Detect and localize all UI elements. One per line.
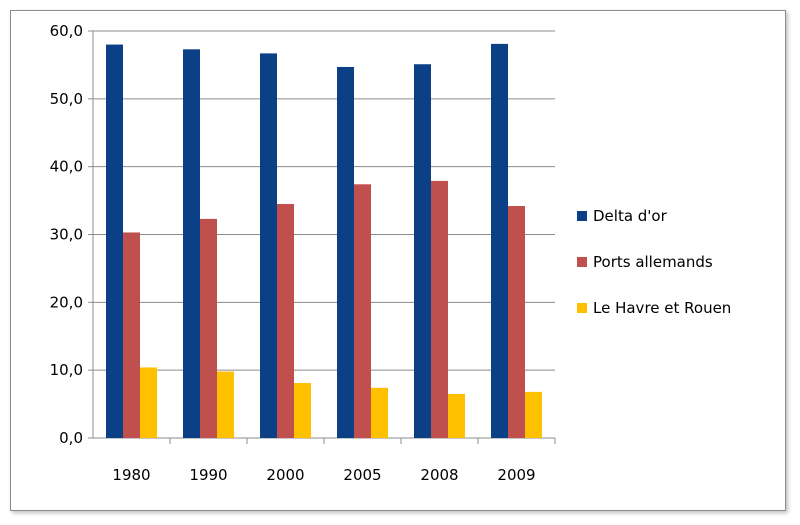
legend-label: Delta d'or [593,207,668,225]
x-tick-label: 1990 [189,466,227,484]
bar [123,232,140,438]
x-tick-label: 1980 [112,466,150,484]
legend-swatch [577,303,587,313]
y-tick-label: 30,0 [50,226,83,244]
bar [431,180,448,438]
bar [491,43,508,438]
bar [354,184,371,438]
legend: Delta d'or Ports allemands Le Havre et Rou… [577,207,731,317]
bar [525,391,542,438]
gridlines [93,30,555,371]
x-tick-label: 2005 [343,466,381,484]
axes [88,30,556,444]
legend-label: Le Havre et Rouen [593,299,731,317]
bar [106,44,123,439]
y-tick-label: 60,0 [50,22,83,40]
bar [414,64,431,438]
bar [294,383,311,438]
bars [106,43,542,439]
x-tick-label: 2009 [497,466,535,484]
bar [508,206,525,438]
bar [371,387,388,438]
x-tick-label: 2008 [420,466,458,484]
legend-swatch [577,211,587,221]
bar [337,66,354,439]
legend-swatch [577,257,587,267]
bar [217,371,234,438]
tick-labels: 0,0 10,0 20,0 30,0 40,0 50,0 60,0 1980 1990 2000 2… [50,22,536,484]
x-tick-label: 2000 [266,466,304,484]
bar [200,218,217,438]
bar [183,49,200,438]
bar [448,393,465,438]
y-tick-label: 20,0 [50,293,83,311]
legend-label: Ports allemands [593,253,713,271]
bar [277,203,294,438]
y-tick-label: 0,0 [59,429,83,447]
bar [260,53,277,438]
bar [140,367,157,438]
y-tick-label: 10,0 [50,361,83,379]
y-tick-label: 50,0 [50,90,83,108]
y-tick-label: 40,0 [50,158,83,176]
